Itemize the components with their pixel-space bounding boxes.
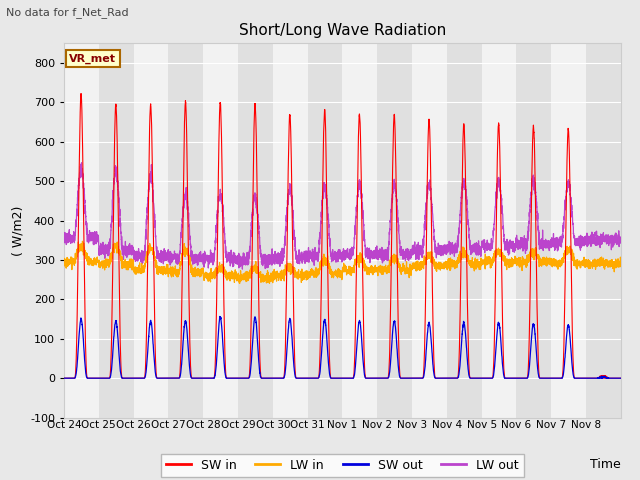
Bar: [342, 43, 377, 418]
Bar: [308, 43, 342, 418]
Y-axis label: ( W/m2): ( W/m2): [12, 205, 24, 255]
Bar: [273, 43, 308, 418]
Text: No data for f_Net_Rad: No data for f_Net_Rad: [6, 7, 129, 18]
Bar: [64, 43, 99, 418]
Bar: [516, 43, 551, 418]
Bar: [238, 43, 273, 418]
Legend: SW in, LW in, SW out, LW out: SW in, LW in, SW out, LW out: [161, 454, 524, 477]
Text: Time: Time: [590, 458, 621, 471]
Bar: [412, 43, 447, 418]
Bar: [481, 43, 516, 418]
Bar: [168, 43, 204, 418]
Bar: [377, 43, 412, 418]
Bar: [447, 43, 481, 418]
Bar: [551, 43, 586, 418]
Bar: [204, 43, 238, 418]
Bar: [586, 43, 621, 418]
Bar: [134, 43, 168, 418]
Bar: [99, 43, 134, 418]
Title: Short/Long Wave Radiation: Short/Long Wave Radiation: [239, 23, 446, 38]
Text: VR_met: VR_met: [69, 54, 116, 64]
